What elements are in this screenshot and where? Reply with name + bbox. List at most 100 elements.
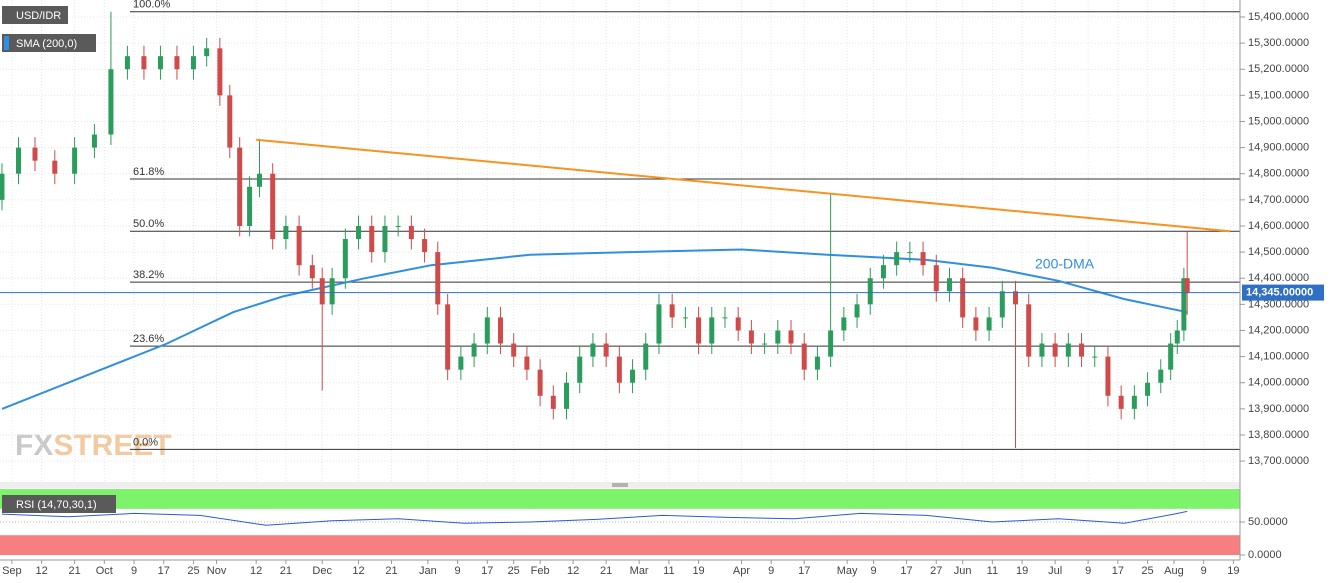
legend-box[interactable] (2, 495, 116, 513)
x-tick-label: 9 (1085, 565, 1091, 577)
x-tick-label: Feb (531, 565, 550, 577)
x-tick-label: 19 (692, 565, 704, 577)
y-tick-label: 15,000.0000 (1248, 115, 1309, 127)
candle-body (408, 225, 414, 240)
candle-body (669, 304, 675, 318)
last-price-label: 14,345.00000 (1246, 287, 1313, 299)
candle-body (590, 343, 596, 357)
candle-body (15, 147, 21, 174)
candle-body (1131, 395, 1137, 409)
candle-body (309, 265, 315, 279)
rsi-tick-label: 50.0000 (1248, 516, 1288, 528)
candle-body (91, 134, 97, 148)
candle-body (867, 278, 873, 305)
x-tick-label: 25 (508, 565, 520, 577)
watermark-fx: FX (15, 429, 53, 462)
x-tick-label: 12 (35, 565, 47, 577)
x-tick-label: Jan (419, 565, 437, 577)
x-tick-label: 12 (250, 565, 262, 577)
x-tick-label: 17 (158, 565, 170, 577)
fib-label: 50.0% (133, 218, 164, 230)
x-tick-label: 9 (455, 565, 461, 577)
legend-box[interactable] (2, 6, 68, 24)
rsi-pane (0, 489, 1240, 555)
candle-body (933, 265, 939, 292)
candle-body (174, 56, 180, 70)
candle-body (124, 56, 130, 70)
x-tick-label: Apr (733, 565, 750, 577)
y-tick-label: 14,900.0000 (1248, 142, 1309, 154)
y-tick-label: 14,200.0000 (1248, 324, 1309, 336)
x-tick-label: Nov (207, 565, 227, 577)
candle-body (422, 239, 428, 253)
candle-body (511, 343, 517, 357)
y-tick-label: 15,100.0000 (1248, 89, 1309, 101)
y-tick-label: 14,300.0000 (1248, 298, 1309, 310)
x-tick-label: 9 (1201, 565, 1207, 577)
candle-body (1181, 278, 1187, 331)
x-tick-label: Jun (954, 565, 972, 577)
candle-body (894, 252, 900, 266)
candle-body (1065, 343, 1071, 357)
candle-body (1118, 395, 1124, 409)
candle-body (564, 382, 570, 409)
candle-body (775, 330, 781, 344)
candle-body (1092, 356, 1098, 358)
y-tick-label: 14,700.0000 (1248, 194, 1309, 206)
candle-body (108, 69, 114, 135)
x-tick-label: 17 (481, 565, 493, 577)
candle-body (1105, 356, 1111, 396)
x-tick-label: 12 (567, 565, 579, 577)
fib-label: 23.6% (133, 333, 164, 345)
candle-body (256, 173, 262, 187)
candle-body (973, 317, 979, 331)
candle-body (283, 225, 289, 240)
candle-body (748, 330, 754, 344)
y-tick-label: 14,500.0000 (1248, 246, 1309, 258)
candle-body (204, 48, 210, 57)
x-tick-label: May (837, 565, 858, 577)
x-tick-label: 21 (68, 565, 80, 577)
candle-body (946, 278, 952, 292)
candle-body (227, 95, 233, 148)
candle-body (329, 278, 335, 305)
y-tick-label: 14,800.0000 (1248, 168, 1309, 180)
candle-body (484, 317, 490, 344)
x-tick-label: 9 (768, 565, 774, 577)
candle-body (524, 356, 530, 370)
candle-body (788, 330, 794, 344)
candle-body (1013, 291, 1019, 305)
x-tick-label: 19 (1227, 565, 1239, 577)
candle-body (630, 369, 636, 383)
main-pane: 100.0% 61.8% 50.0% 38.2% 23.6% 0.0% (0, 0, 1240, 482)
y-tick-label: 15,300.0000 (1248, 37, 1309, 49)
candle-body (435, 252, 441, 305)
x-tick-label: Mar (630, 565, 649, 577)
x-tick-label: 27 (930, 565, 942, 577)
x-tick-label: Aug (1164, 565, 1184, 577)
x-tick-label: 21 (385, 565, 397, 577)
candle-body (696, 317, 702, 344)
x-tick-label: 9 (870, 565, 876, 577)
candle-body (814, 356, 820, 370)
watermark-street: STREET (53, 429, 171, 462)
pane-separator (0, 482, 1240, 488)
candle-body (369, 225, 375, 253)
legend-swatch (4, 36, 9, 50)
legend-box[interactable] (2, 34, 96, 52)
oversold-zone (0, 535, 1240, 555)
candle-body (762, 343, 768, 345)
rsi-tick-label: 0.0000 (1248, 549, 1282, 561)
candle-body (342, 239, 348, 279)
candle-body (72, 147, 78, 174)
candle-body (537, 369, 543, 396)
candle-body (986, 317, 992, 331)
candle-body (550, 395, 556, 409)
x-tick-label: 12 (352, 565, 364, 577)
fib-label: 100.0% (133, 0, 171, 11)
legend: USD/IDR SMA (200,0) RSI (14,70,30,1) (2, 6, 116, 513)
candle-body (141, 56, 147, 70)
x-tick-label: 11 (987, 565, 998, 577)
overbought-zone (0, 489, 1240, 509)
legend-symbol: USD/IDR (16, 10, 61, 22)
